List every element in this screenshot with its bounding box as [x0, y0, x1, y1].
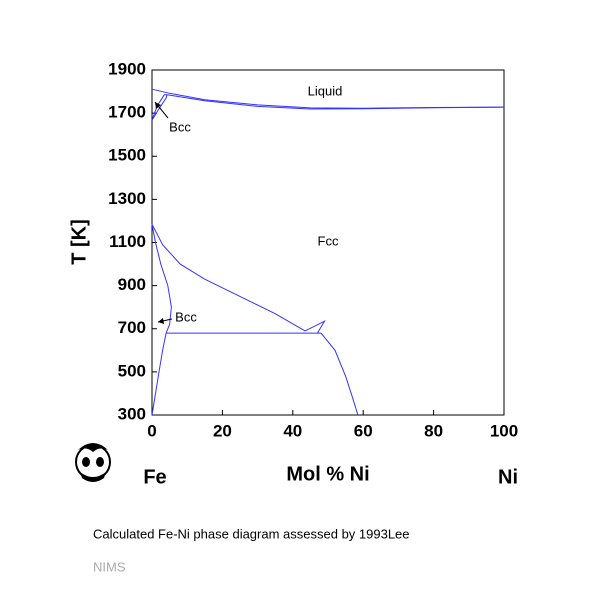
logo [75, 443, 111, 482]
x-axis-label: Mol % Ni [286, 463, 369, 485]
source: NIMS [93, 559, 126, 574]
x-tick-label: 0 [147, 421, 156, 440]
caption: Calculated Fe-Ni phase diagram assessed … [93, 526, 410, 541]
phase-boundary [151, 224, 172, 334]
y-tick-label: 1300 [108, 189, 146, 208]
phase-boundary [151, 94, 168, 121]
arrow-head [158, 318, 164, 324]
y-tick-label: 1100 [109, 232, 146, 251]
y-tick-label: 1500 [108, 146, 146, 165]
x-tick-label: 20 [213, 421, 232, 440]
phase-boundary [151, 223, 306, 332]
y-tick-label: 1700 [108, 103, 146, 122]
annotation: Ni [498, 466, 518, 488]
x-tick-label: 60 [354, 421, 373, 440]
phase-boundary [151, 94, 168, 121]
annotation: Bcc [175, 309, 197, 324]
x-tick-label: 40 [283, 421, 302, 440]
phase-boundary [151, 333, 167, 416]
annotation: Fe [143, 466, 166, 488]
y-tick-label: 1900 [108, 59, 146, 78]
y-tick-label: 500 [118, 361, 146, 380]
annotation: Fcc [318, 233, 339, 248]
arrow-head [155, 102, 161, 109]
y-tick-label: 700 [118, 318, 146, 337]
y-tick-label: 900 [118, 275, 146, 294]
phase-boundary [320, 332, 359, 416]
y-axis-label: T [K] [68, 219, 90, 265]
annotation: Bcc [169, 119, 191, 134]
y-tick-label: 300 [118, 404, 146, 423]
phase-boundary [167, 94, 505, 110]
phase-boundary [304, 319, 326, 334]
annotation: Liquid [308, 83, 343, 98]
x-tick-label: 100 [490, 421, 518, 440]
x-tick-label: 80 [424, 421, 443, 440]
